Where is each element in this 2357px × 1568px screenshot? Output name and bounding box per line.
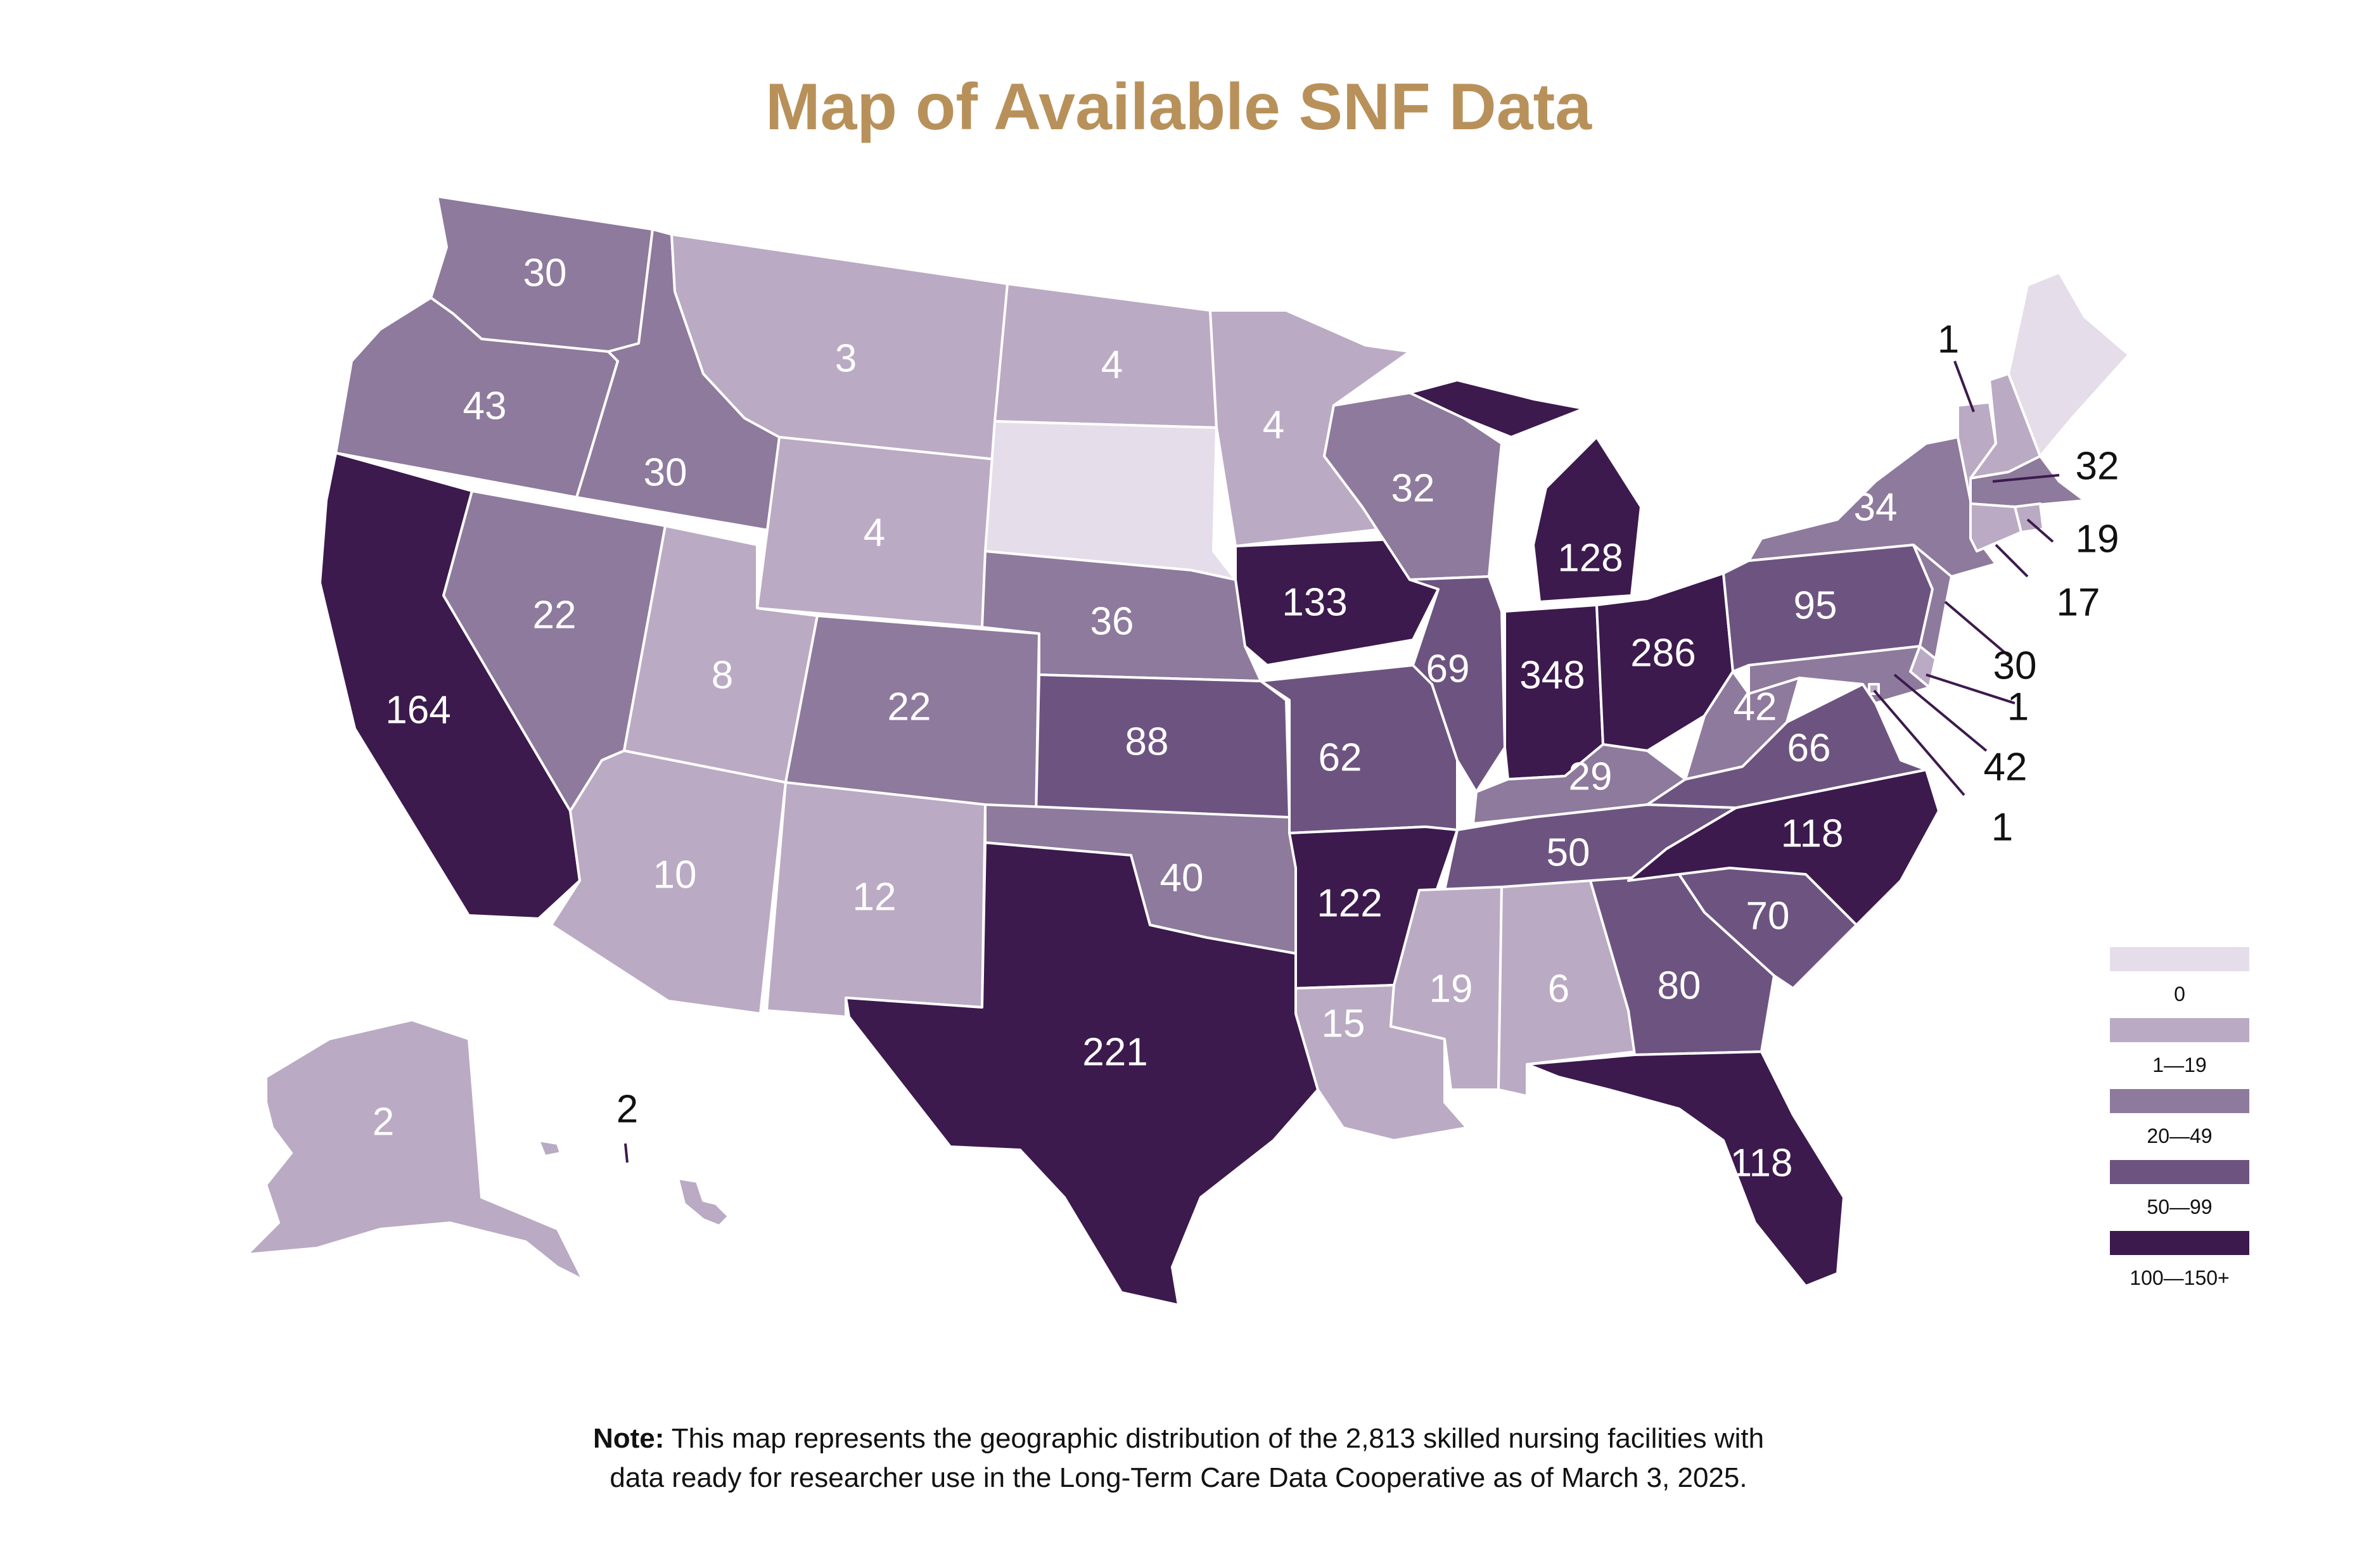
- state-label-or: 43: [463, 384, 507, 428]
- state-az[interactable]: [550, 749, 787, 1015]
- state-label-nc: 118: [1781, 812, 1844, 855]
- state-me[interactable]: [2007, 271, 2130, 457]
- state-tx[interactable]: [845, 841, 1319, 1306]
- state-hi-islands[interactable]: [537, 1139, 562, 1157]
- state-label-ar: 122: [1317, 881, 1382, 925]
- state-label-ga: 80: [1658, 964, 1701, 1007]
- state-label-ny: 34: [1854, 485, 1898, 529]
- state-label-in: 348: [1519, 653, 1585, 697]
- state-label-ak: 2: [373, 1100, 394, 1144]
- legend: 0 1—19 20—49 50—99 100—150+: [2110, 947, 2249, 1302]
- state-label-md: 42: [1984, 745, 2028, 789]
- state-il[interactable]: [1408, 575, 1506, 793]
- state-label-ia: 133: [1282, 580, 1347, 624]
- state-label-fl: 118: [1730, 1141, 1793, 1185]
- state-label-wy: 4: [864, 511, 885, 554]
- state-label-de: 1: [2007, 685, 2029, 729]
- state-mi-upper[interactable]: [1408, 379, 1585, 438]
- state-label-tn: 50: [1547, 831, 1590, 874]
- state-ky[interactable]: [1472, 743, 1687, 825]
- state-label-vt: 3: [1927, 404, 1948, 448]
- state-label-az: 10: [653, 853, 697, 896]
- state-label-va: 66: [1787, 726, 1831, 770]
- state-label-ky: 29: [1569, 755, 1613, 798]
- state-ks[interactable]: [1035, 673, 1291, 819]
- state-fl[interactable]: [1526, 1050, 1845, 1287]
- state-label-ca: 164: [385, 688, 450, 732]
- legend-swatch: [2110, 947, 2249, 971]
- state-label-ct: 17: [2057, 580, 2100, 624]
- legend-swatch: [2110, 1018, 2249, 1042]
- state-label-nd: 4: [1101, 343, 1123, 386]
- legend-label: 50—99: [2147, 1195, 2213, 1218]
- state-mi[interactable]: [1532, 436, 1642, 603]
- state-label-ma: 32: [2076, 444, 2119, 488]
- state-label-mi: 128: [1557, 536, 1623, 580]
- state-label-hi: 2: [616, 1087, 638, 1131]
- state-md[interactable]: [1747, 645, 1931, 704]
- state-label-il: 69: [1426, 647, 1470, 691]
- legend-swatch: [2110, 1160, 2249, 1184]
- state-label-id: 30: [644, 450, 687, 494]
- legend-label: 0: [2174, 983, 2185, 1005]
- legend-swatch: [2110, 1231, 2249, 1255]
- state-label-nj: 30: [1993, 644, 2037, 687]
- leader-lines: [624, 360, 2060, 1163]
- state-label-mo: 62: [1319, 736, 1362, 779]
- state-label-dc: 1: [1991, 805, 2013, 849]
- state-label-pa: 95: [1794, 583, 1837, 627]
- legend-label: 100—150+: [2130, 1266, 2230, 1289]
- state-label-la: 15: [1322, 1002, 1365, 1045]
- note: Note: This map represents the geographic…: [0, 1419, 2357, 1498]
- state-label-al: 6: [1548, 967, 1569, 1010]
- state-label-sc: 70: [1746, 894, 1790, 938]
- legend-item: 50—99: [2110, 1160, 2249, 1231]
- legend-label: 1—19: [2152, 1054, 2207, 1076]
- state-label-nm: 12: [853, 875, 897, 919]
- state-label-wa: 30: [523, 251, 567, 295]
- state-hi[interactable]: [677, 1177, 730, 1227]
- map-title: Map of Available SNF Data: [765, 70, 1592, 144]
- state-label-nh: 1: [1938, 317, 1959, 361]
- state-label-ut: 8: [712, 653, 733, 697]
- note-line1: This map represents the geographic distr…: [664, 1423, 1765, 1454]
- state-label-tx: 221: [1082, 1030, 1147, 1074]
- legend-label: 20—49: [2147, 1125, 2213, 1147]
- state-label-mt: 3: [835, 336, 857, 380]
- state-label-oh: 286: [1630, 631, 1696, 675]
- state-label-ms: 19: [1429, 967, 1473, 1010]
- state-label-wv: 42: [1734, 685, 1777, 729]
- state-label-mn: 4: [1263, 403, 1284, 447]
- state-ak[interactable]: [246, 1019, 584, 1281]
- state-label-wi: 32: [1391, 466, 1435, 510]
- state-ct[interactable]: [1969, 502, 2022, 552]
- legend-item: 100—150+: [2110, 1231, 2249, 1302]
- state-label-ok: 40: [1160, 856, 1204, 900]
- state-nc[interactable]: [1627, 768, 1940, 926]
- state-label-ne: 36: [1090, 599, 1134, 643]
- state-label-ks: 88: [1125, 720, 1169, 763]
- legend-item: 20—49: [2110, 1089, 2249, 1160]
- note-bold: Note:: [592, 1423, 665, 1454]
- legend-swatch: [2110, 1089, 2249, 1113]
- legend-item: 0: [2110, 947, 2249, 1018]
- legend-item: 1—19: [2110, 1018, 2249, 1089]
- state-label-co: 22: [888, 685, 931, 729]
- note-line2: data ready for researcher use in the Lon…: [610, 1462, 1747, 1493]
- state-label-ri: 19: [2076, 517, 2119, 561]
- state-label-nv: 22: [533, 593, 577, 637]
